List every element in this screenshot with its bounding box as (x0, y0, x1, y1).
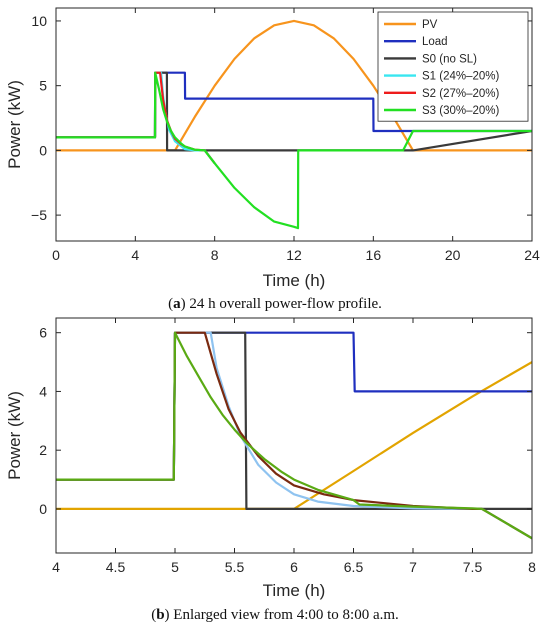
x-tick-label: 12 (286, 247, 302, 263)
series-line-2 (56, 331, 532, 510)
caption-a-letter: a (173, 296, 181, 312)
x-tick-label: 4 (131, 247, 139, 263)
y-tick-label: 4 (39, 383, 47, 399)
x-tick-label: 7.5 (463, 559, 483, 575)
caption-b: (b) Enlarged view from 4:00 to 8:00 a.m. (151, 607, 399, 623)
x-tick-label: 7 (409, 559, 417, 575)
caption-a-text: 24 h overall power-flow profile. (185, 296, 382, 312)
chart-b: 4 4.5 5 5.5 6 6.5 7 7.5 8 0 2 4 6 Time (h) Power (kW) (5, 317, 536, 600)
x-tick-label: 5 (171, 559, 179, 575)
caption-a: (a) 24 h overall power-flow profile. (168, 296, 382, 312)
plot-frame (55, 317, 533, 554)
x-axis-title: Time (h) (263, 271, 326, 290)
y-tick-label: 5 (39, 78, 47, 94)
y-tick-label: 10 (31, 13, 47, 29)
legend-entry-0: PV (422, 19, 438, 31)
series-line-1 (56, 331, 532, 481)
y-tick-label: −5 (31, 207, 47, 223)
y-tick-label: 0 (39, 501, 47, 517)
legend-entry-1: Load (422, 36, 448, 48)
x-tick-label: 6 (290, 559, 298, 575)
y-axis-title: Power (kW) (5, 80, 24, 169)
series-line-5 (56, 331, 532, 540)
x-tick-label: 8 (528, 559, 536, 575)
legend-box (377, 11, 529, 122)
chart-a: 0 4 8 12 16 20 24 −5 0 5 10 Time (h) Power (kW) PV Loa… (5, 7, 540, 290)
series-line-5 (56, 71, 532, 230)
x-tick-label: 0 (52, 247, 60, 263)
caption-b-letter: b (156, 607, 165, 623)
x-tick-label: 4.5 (106, 559, 126, 575)
y-axis-title: Power (kW) (5, 391, 24, 480)
y-tick-label: 2 (39, 442, 47, 458)
x-tick-label: 16 (366, 247, 382, 263)
x-tick-label: 24 (524, 247, 540, 263)
x-axis-title: Time (h) (263, 581, 326, 600)
legend-entry-3: S1 (24%–20%) (422, 71, 500, 83)
x-tick-label: 6.5 (344, 559, 364, 575)
y-tick-label: 6 (39, 325, 47, 341)
legend-entry-5: S3 (30%–20%) (422, 105, 500, 117)
legend-entry-2: S0 (no SL) (422, 53, 477, 65)
legend-entry-4: S2 (27%–20%) (422, 88, 500, 100)
x-tick-label: 4 (52, 559, 60, 575)
series-line-0 (56, 361, 532, 510)
y-tick-label: 0 (39, 142, 47, 158)
x-tick-label: 8 (211, 247, 219, 263)
caption-b-text: Enlarged view from 4:00 to 8:00 a.m. (169, 607, 399, 623)
x-tick-label: 5.5 (225, 559, 245, 575)
x-tick-label: 20 (445, 247, 461, 263)
